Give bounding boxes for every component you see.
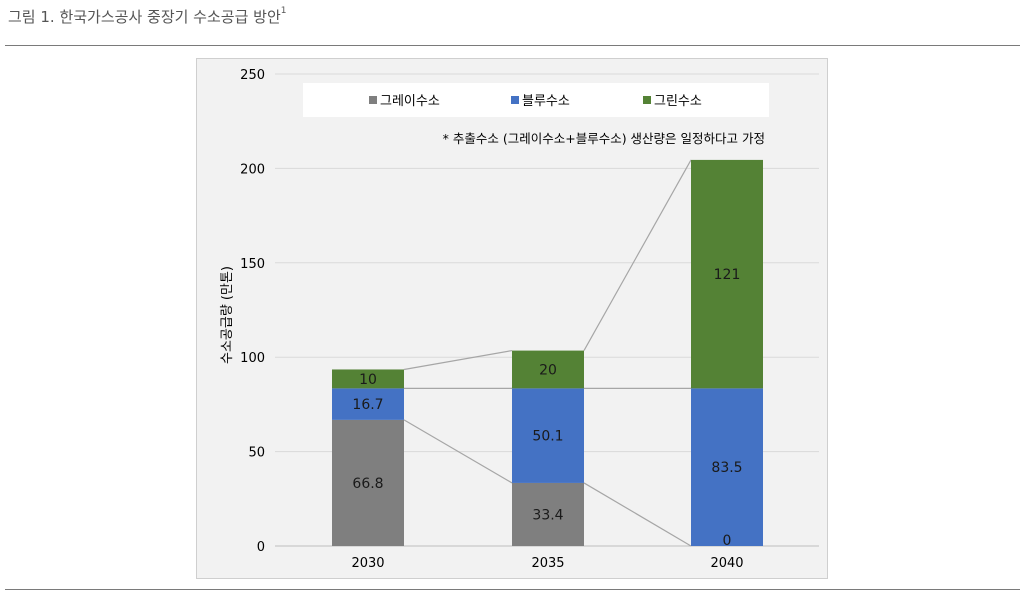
data-label: 121 <box>714 267 741 283</box>
data-label: 10 <box>359 372 377 388</box>
x-tick-label: 2040 <box>710 556 743 571</box>
figure-title: 그림 1. 한국가스공사 중장기 수소공급 방안1 <box>8 6 287 27</box>
bars <box>332 159 763 546</box>
legend-label: 그레이수소 <box>380 94 440 109</box>
bar-segment <box>512 350 584 389</box>
data-label: 50.1 <box>532 429 563 445</box>
legend-label: 블루수소 <box>522 94 570 109</box>
bar-segment <box>332 419 404 546</box>
y-tick-label: 150 <box>240 257 265 272</box>
connector-lines <box>403 159 692 547</box>
legend-box <box>303 83 769 117</box>
y-axis-label: 수소공급량 (만톤) <box>220 266 235 364</box>
chart-frame: 0 50 100 150 200 250 2030 2035 2040 66.8 16.7 10 33… <box>196 58 828 579</box>
bar-segment <box>332 369 404 389</box>
y-tick-label: 100 <box>240 351 265 366</box>
y-tick-label: 200 <box>240 162 265 177</box>
legend-label: 그린수소 <box>654 94 702 109</box>
data-label: 20 <box>539 362 557 378</box>
bar-segment <box>691 388 763 546</box>
data-label: 0 <box>723 533 732 549</box>
legend-swatch <box>369 96 377 104</box>
data-label: 66.8 <box>352 476 383 492</box>
legend-swatch <box>643 96 651 104</box>
bar-segment <box>512 482 584 546</box>
top-rule <box>5 45 1020 46</box>
bar-segment <box>691 159 763 389</box>
data-label: 33.4 <box>532 507 563 523</box>
bar-segment <box>332 388 404 420</box>
footnote-mark: 1 <box>280 6 287 16</box>
y-tick-label: 0 <box>257 540 265 555</box>
x-tick-label: 2035 <box>531 556 564 571</box>
series-connector-line <box>403 350 513 371</box>
data-label: 83.5 <box>711 460 742 476</box>
data-labels: 66.8 16.7 10 33.4 50.1 20 0 83.5 121 <box>352 267 742 549</box>
series-connector-line <box>583 482 692 547</box>
legend: 그레이수소 블루수소 그린수소 <box>303 83 769 117</box>
chart-annotation: * 추출수소 (그레이수소+블루수소) 생산량은 일정하다고 가정 <box>443 131 765 146</box>
data-label: 16.7 <box>352 397 383 413</box>
series-connector-line <box>403 419 513 484</box>
y-tick-label: 50 <box>248 446 265 461</box>
bottom-rule <box>5 589 1020 590</box>
figure-title-text: 그림 1. 한국가스공사 중장기 수소공급 방안 <box>8 8 281 26</box>
x-tick-label: 2030 <box>351 556 384 571</box>
bar-segment <box>512 388 584 483</box>
legend-swatch <box>511 96 519 104</box>
y-tick-label: 250 <box>240 68 265 83</box>
series-connector-line <box>583 159 692 351</box>
